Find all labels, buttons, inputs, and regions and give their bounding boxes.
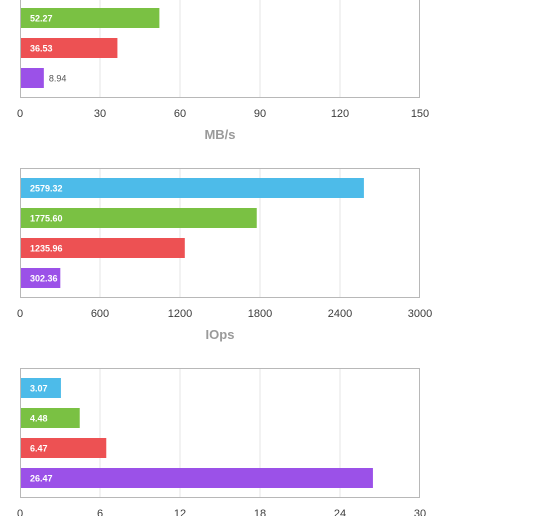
- bar-value-label: 302.36: [30, 274, 58, 284]
- x-tick-label: 60: [174, 108, 186, 120]
- x-tick-label: 150: [411, 108, 429, 120]
- x-tick-label: 6: [97, 508, 103, 516]
- bar-value-label: 6.47: [30, 444, 48, 454]
- x-tick-label: 2400: [328, 308, 352, 320]
- bar: [21, 208, 257, 228]
- x-tick-label: 30: [414, 508, 426, 516]
- bar-value-label: 3.07: [30, 384, 48, 394]
- bar: [21, 38, 118, 58]
- chart-2: 2579.32 1775.60 1235.96 302.36 0 600 1200 1800 2…: [17, 168, 432, 342]
- chart-3: 3.07 4.48 6.47 26.47 0 6 12 18 24 30: [17, 368, 426, 516]
- bar-value-label: 36.53: [30, 44, 53, 54]
- x-tick-label: 600: [91, 308, 109, 320]
- x-tick-label: 120: [331, 108, 349, 120]
- x-tick-label: 18: [254, 508, 266, 516]
- bar: [21, 178, 364, 198]
- x-tick-label: 0: [17, 108, 23, 120]
- x-tick-label: 30: [94, 108, 106, 120]
- x-tick-label: 0: [17, 508, 23, 516]
- plot-frame: [20, 0, 420, 98]
- x-axis-title: IOps: [206, 327, 235, 342]
- bar: [21, 268, 61, 288]
- x-tick-label: 90: [254, 108, 266, 120]
- bar: [21, 68, 44, 88]
- bar: [21, 378, 61, 398]
- x-tick-label: 3000: [408, 308, 432, 320]
- bar-value-label: 4.48: [30, 414, 48, 424]
- x-tick-label: 12: [174, 508, 186, 516]
- x-axis-title: MB/s: [204, 127, 235, 142]
- bar-value-label: 26.47: [30, 474, 53, 484]
- bar-value-label: 52.27: [30, 14, 53, 24]
- bar: [21, 438, 107, 458]
- bar: [21, 8, 160, 28]
- bar: [21, 468, 373, 488]
- x-tick-label: 1800: [248, 308, 272, 320]
- plot-frame: [20, 168, 420, 298]
- bar-value-label: 1775.60: [30, 214, 63, 224]
- plot-frame: [20, 368, 420, 498]
- bar-value-label: 1235.96: [30, 244, 63, 254]
- bar: [21, 238, 185, 258]
- x-tick-label: 0: [17, 308, 23, 320]
- bar-value-label: 2579.32: [30, 184, 63, 194]
- x-tick-label: 24: [334, 508, 346, 516]
- x-tick-label: 1200: [168, 308, 192, 320]
- bar: [21, 408, 80, 428]
- bar-value-label: 8.94: [49, 74, 67, 84]
- chart-1: 52.27 36.53 8.94 0 30 60 90 120 150 MB/s: [17, 0, 429, 142]
